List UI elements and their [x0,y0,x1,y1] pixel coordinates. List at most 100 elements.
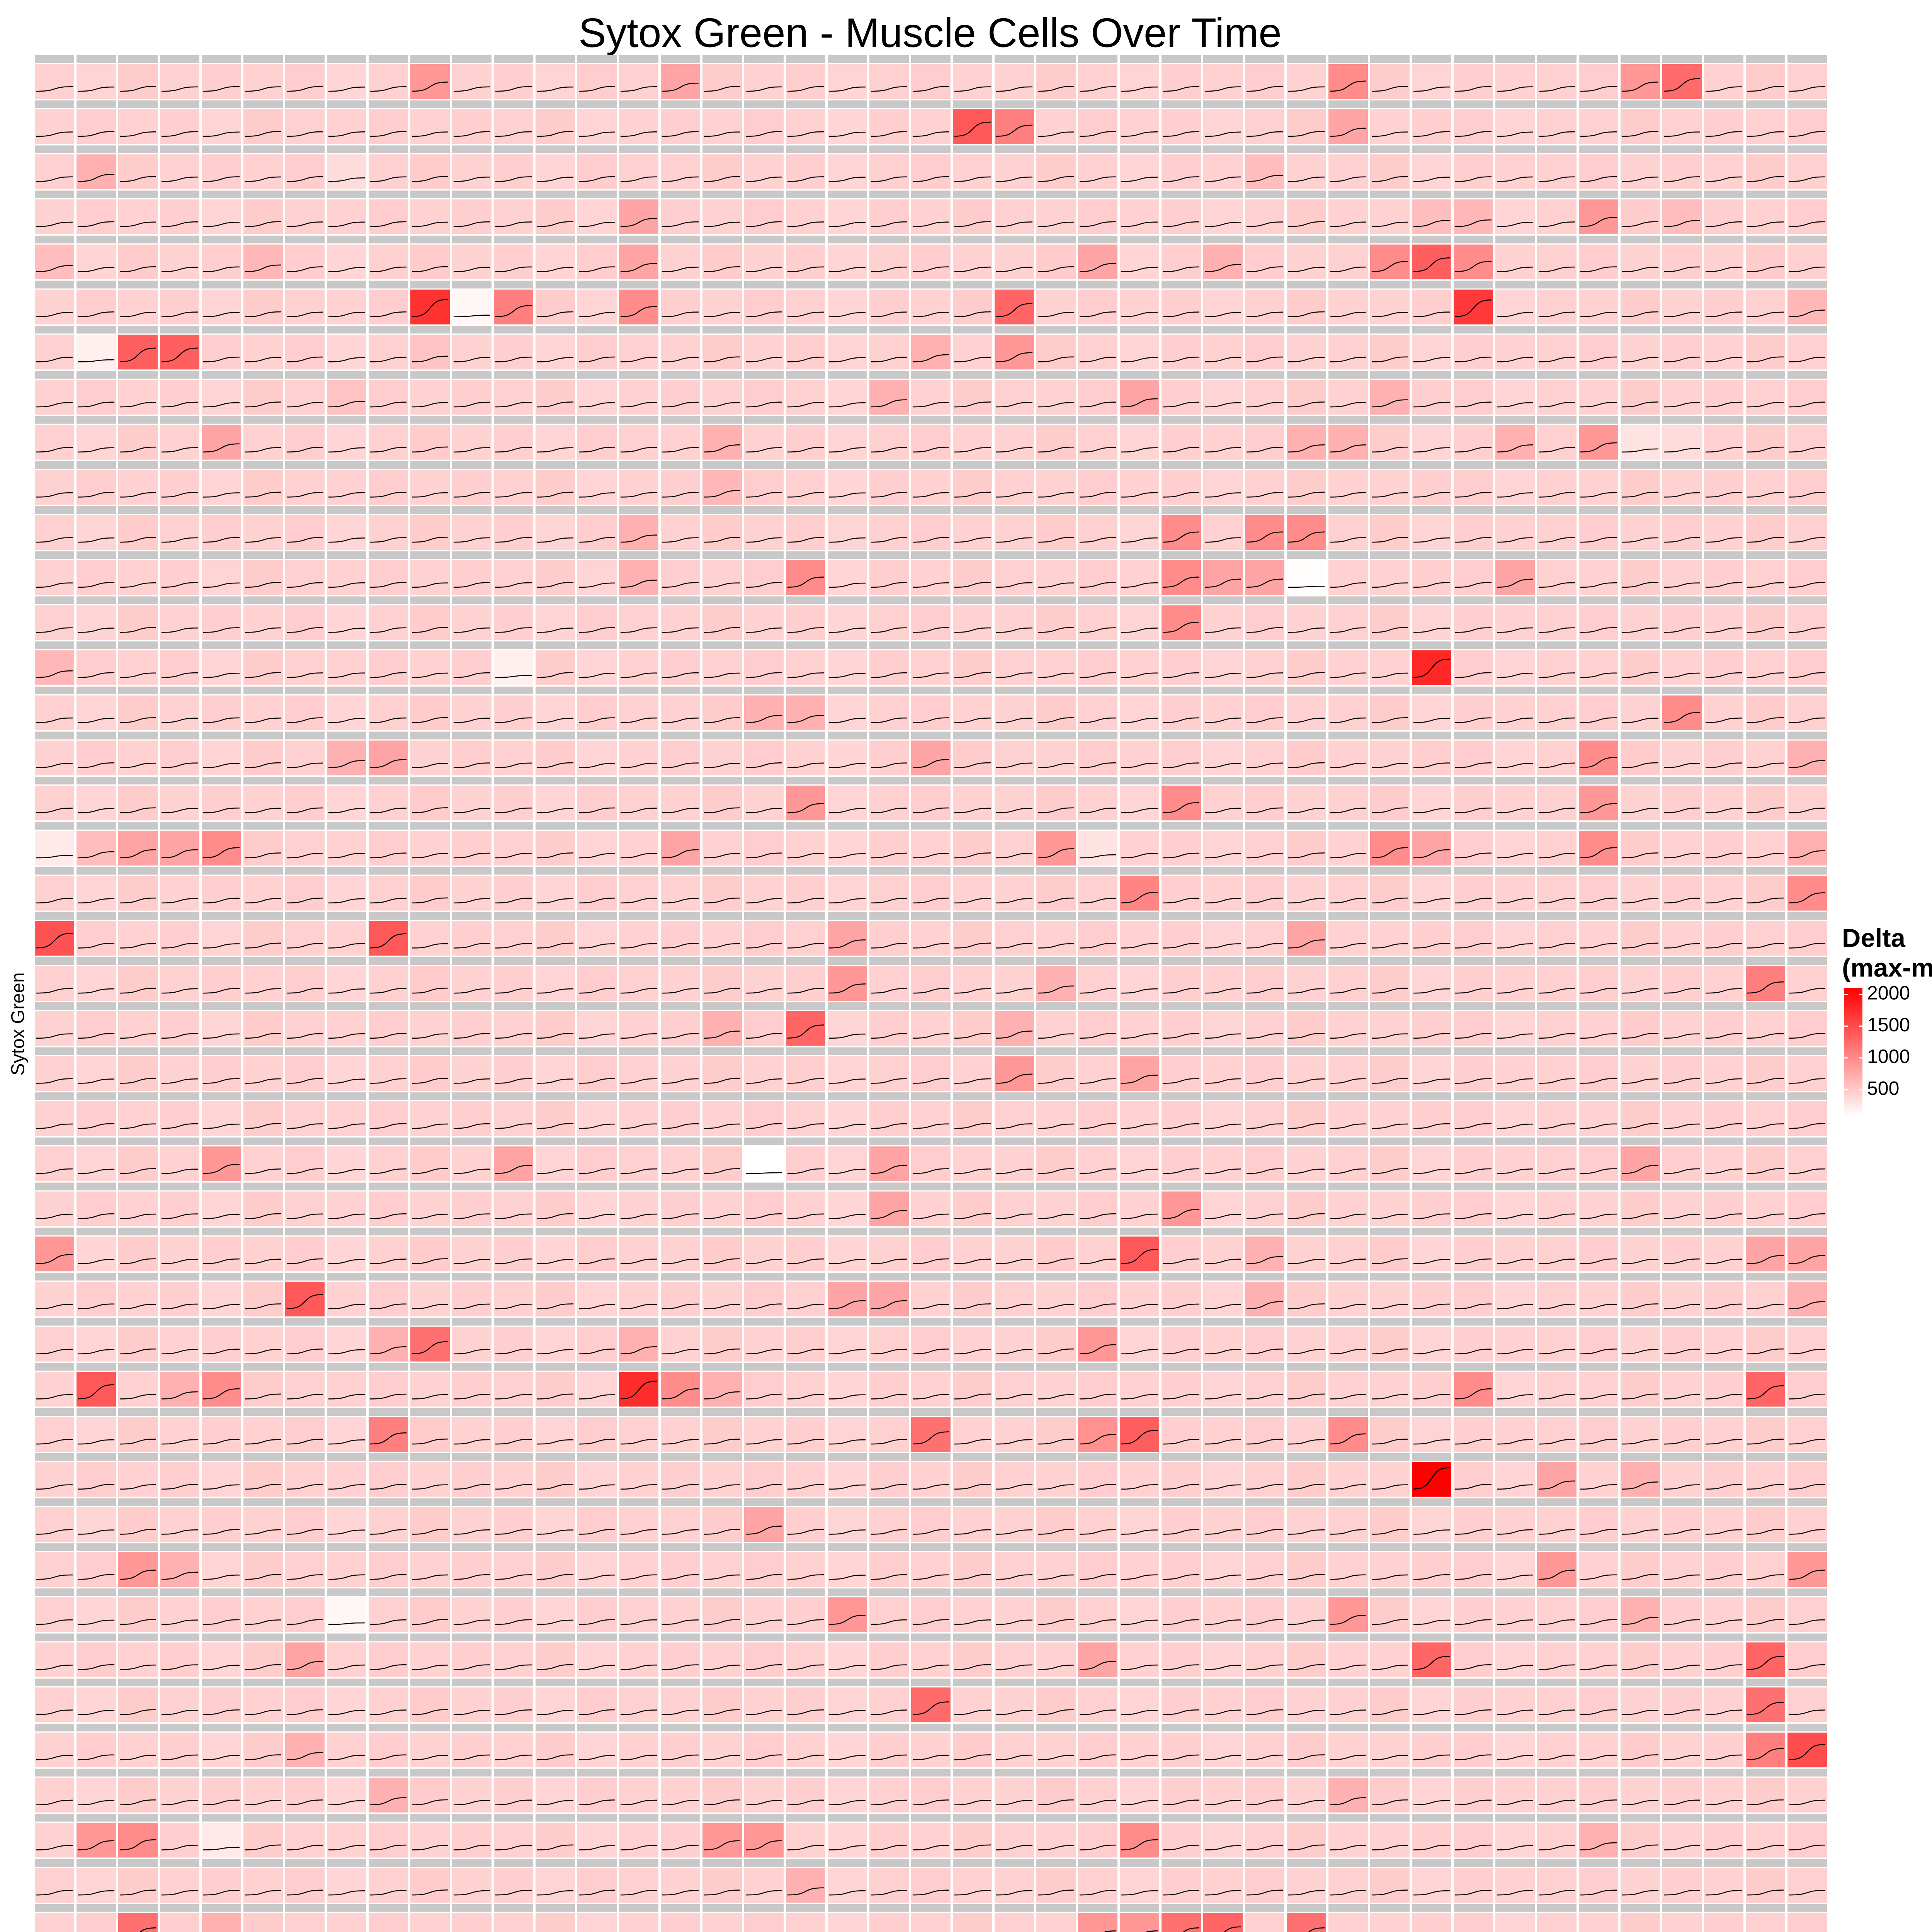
panel-strip [1370,1092,1410,1100]
panel-strip [327,551,366,559]
panel [1454,289,1493,325]
panel-strip [1370,867,1410,875]
panel [1162,650,1201,685]
panel [1328,335,1368,370]
panel [1537,966,1577,1001]
panel-strip [953,1092,992,1100]
panel [494,695,533,730]
panel-line [996,1031,1033,1039]
panel-strip [1245,145,1284,153]
panel [1287,1507,1326,1542]
panel [828,244,867,279]
panel-strip [1120,1002,1159,1010]
panel-strip [1120,281,1159,289]
panel [77,1372,116,1407]
panel-line [912,1431,949,1445]
panel [35,605,74,640]
panel-line [579,1665,616,1670]
panel-strip [243,1182,283,1190]
panel-line [1121,1430,1158,1445]
panel-strip [1287,912,1326,920]
panel-line [1497,357,1533,362]
panel [953,335,992,370]
panel [744,1191,784,1226]
panel [243,1101,283,1136]
panel [1370,650,1410,685]
panel [577,966,617,1001]
panel-line [871,1394,907,1400]
panel-strip [1203,506,1243,514]
panel-line [1664,1574,1700,1580]
panel-line [328,1349,365,1354]
panel-line [36,1484,73,1490]
panel [243,876,283,911]
panel-strip [1203,1408,1243,1416]
panel [452,650,492,685]
panel-line [662,1754,699,1760]
panel [1495,109,1535,144]
panel-strip [1412,55,1451,63]
panel-strip [77,506,116,514]
panel [661,1507,700,1542]
panel-strip [1454,55,1493,63]
panel-line [662,311,699,317]
panel-strip [702,1408,742,1416]
panel [1454,876,1493,911]
panel-strip [35,1588,74,1596]
panel-strip [327,55,366,63]
panel-strip [77,190,116,199]
panel [118,1101,158,1136]
panel-strip [1454,1633,1493,1641]
panel-line [1080,582,1116,588]
panel-line [370,311,406,317]
panel-strip [828,461,867,469]
panel-strip [1120,1047,1159,1055]
panel-strip [661,867,700,875]
panel [327,335,366,370]
panel [452,695,492,730]
panel-line [162,1529,198,1535]
panel-line [120,943,156,949]
panel [1036,1777,1076,1813]
panel [1495,921,1535,956]
panel [1162,1101,1201,1136]
panel-line [1205,537,1241,543]
panel-line [1372,131,1408,137]
panel-line [704,1574,740,1580]
panel-strip [1579,1453,1618,1461]
panel-strip [1537,1228,1577,1236]
panel [536,470,575,505]
panel-strip [160,1498,199,1506]
panel-line [1747,582,1784,588]
panel-line [1205,1709,1241,1715]
panel-line [162,86,198,92]
panel [744,1642,784,1677]
panel-line [495,357,532,362]
panel-strip [869,145,909,153]
panel-strip [35,957,74,965]
panel-strip [452,912,492,920]
panel-line [162,1754,198,1760]
panel [1162,1236,1201,1272]
panel-strip [1412,551,1451,559]
panel [1621,1462,1660,1497]
panel-strip [369,731,408,740]
panel-line [1205,402,1242,408]
panel [828,695,867,730]
panel-strip [744,1408,784,1416]
panel-line [328,898,365,903]
panel-strip [1537,416,1577,424]
panel-strip [452,506,492,514]
panel-line [36,1033,73,1039]
panel-line [162,131,198,137]
panel [744,740,784,776]
panel-line [1163,1303,1199,1310]
panel [410,199,450,235]
panel-line [495,131,532,137]
panel-strip [619,551,658,559]
panel [661,830,700,866]
panel-line [1121,1304,1158,1310]
panel-strip [619,1002,658,1010]
panel-strip [1328,1543,1368,1551]
panel [160,1687,199,1723]
